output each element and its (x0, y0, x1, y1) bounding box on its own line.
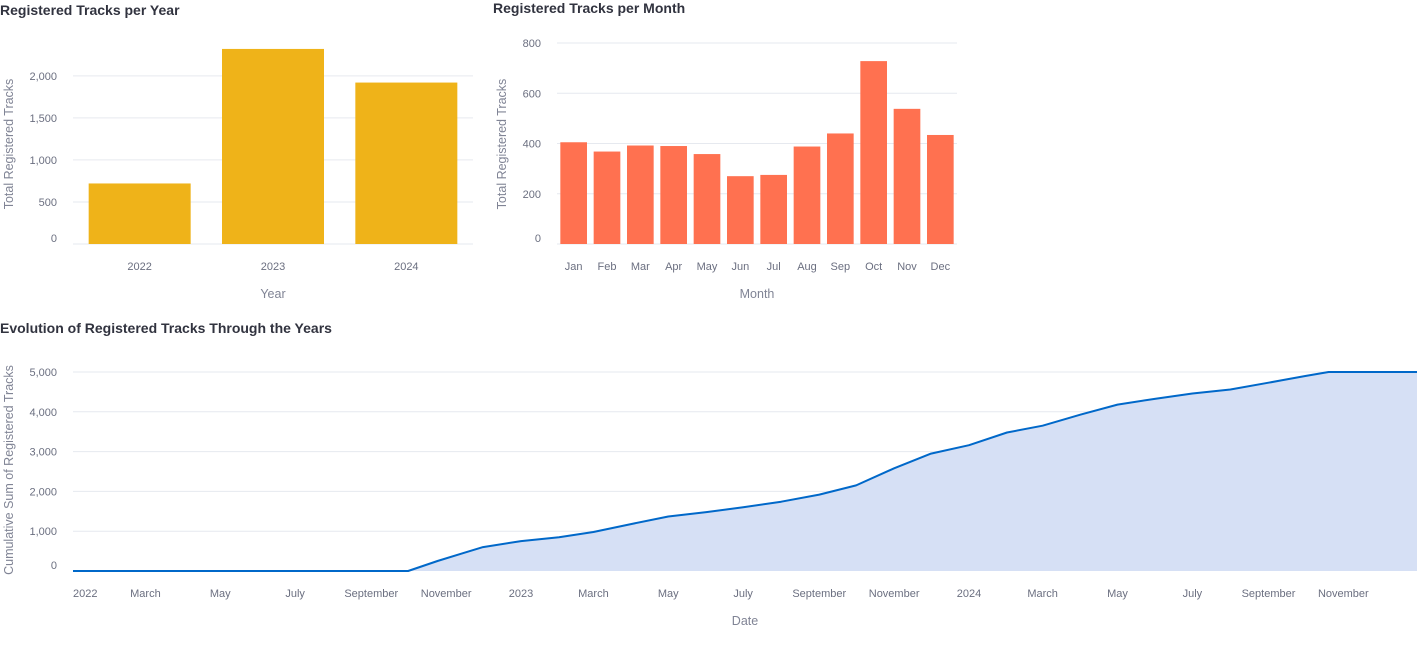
bar-jul (760, 174, 787, 244)
y-tick-label: 2,000 (29, 71, 57, 83)
y-tick-label: 0 (51, 560, 57, 572)
bar-2024 (355, 82, 458, 244)
x-tick-label: Jan (565, 261, 583, 273)
x-tick-label: May (658, 588, 679, 600)
y-tick-label: 400 (523, 139, 541, 151)
x-tick-label: May (1107, 588, 1128, 600)
y-tick-label: 3,000 (29, 447, 57, 459)
x-axis-title: Month (740, 287, 775, 301)
x-tick-label: Feb (598, 261, 617, 273)
y-tick-label: 600 (523, 88, 541, 100)
x-tick-label: 2022 (73, 588, 97, 600)
x-tick-label: September (344, 588, 398, 600)
area-fill (73, 372, 1417, 571)
y-tick-label: 1,000 (29, 155, 57, 167)
chart-title: Registered Tracks per Month (493, 0, 685, 16)
x-tick-label: Aug (797, 261, 817, 273)
x-tick-label: Dec (931, 261, 951, 273)
y-tick-label: 1,500 (29, 113, 57, 125)
x-tick-label: Apr (665, 261, 682, 273)
bar-dec (927, 134, 954, 244)
y-tick-label: 0 (51, 233, 57, 245)
x-axis-title: Date (732, 614, 758, 628)
x-tick-label: 2024 (394, 261, 418, 273)
x-tick-label: May (697, 261, 718, 273)
y-tick-label: 2,000 (29, 486, 57, 498)
x-tick-label: Jul (767, 261, 781, 273)
bar-mar (627, 145, 654, 244)
x-tick-label: Nov (897, 261, 917, 273)
x-tick-label: March (578, 588, 609, 600)
bar-2023 (222, 48, 324, 245)
chart-title: Evolution of Registered Tracks Through t… (0, 320, 332, 336)
x-tick-label: September (792, 588, 846, 600)
x-tick-label: November (421, 588, 472, 600)
series-line (73, 371, 1417, 572)
x-tick-label: March (1027, 588, 1058, 600)
y-axis-title: Total Registered Tracks (495, 79, 509, 210)
bar-jun (727, 176, 754, 244)
x-tick-label: Oct (865, 261, 882, 273)
x-tick-label: Sep (831, 261, 851, 273)
x-tick-label: July (285, 588, 305, 600)
x-tick-label: May (210, 588, 231, 600)
y-tick-label: 1,000 (29, 526, 57, 538)
bar-apr (660, 146, 687, 244)
y-tick-label: 200 (523, 189, 541, 201)
bar-nov (893, 108, 921, 244)
bar-may (693, 154, 721, 244)
bar-sep (827, 133, 854, 244)
x-tick-label: 2022 (127, 261, 151, 273)
x-tick-label: March (130, 588, 161, 600)
x-tick-label: July (1183, 588, 1203, 600)
y-axis-title: Total Registered Tracks (2, 79, 16, 210)
x-tick-label: Mar (631, 261, 650, 273)
x-tick-label: 2023 (509, 588, 533, 600)
y-tick-label: 4,000 (29, 407, 57, 419)
y-tick-label: 0 (535, 233, 541, 245)
x-tick-label: November (1318, 588, 1369, 600)
x-tick-label: Jun (731, 261, 749, 273)
bar-oct (860, 61, 887, 244)
y-tick-label: 5,000 (29, 367, 57, 379)
bar-aug (793, 146, 821, 244)
y-tick-label: 800 (523, 38, 541, 50)
x-tick-label: July (733, 588, 753, 600)
x-axis-title: Year (260, 287, 285, 301)
bar-2022 (88, 183, 191, 244)
bar-feb (593, 151, 621, 244)
y-tick-label: 500 (39, 197, 57, 209)
y-axis-title: Cumulative Sum of Registered Tracks (2, 365, 16, 575)
x-tick-label: 2023 (261, 261, 285, 273)
x-tick-label: September (1242, 588, 1296, 600)
chart-title: Registered Tracks per Year (0, 2, 180, 18)
x-tick-label: 2024 (957, 588, 981, 600)
bar-jan (560, 142, 587, 244)
x-tick-label: November (869, 588, 920, 600)
